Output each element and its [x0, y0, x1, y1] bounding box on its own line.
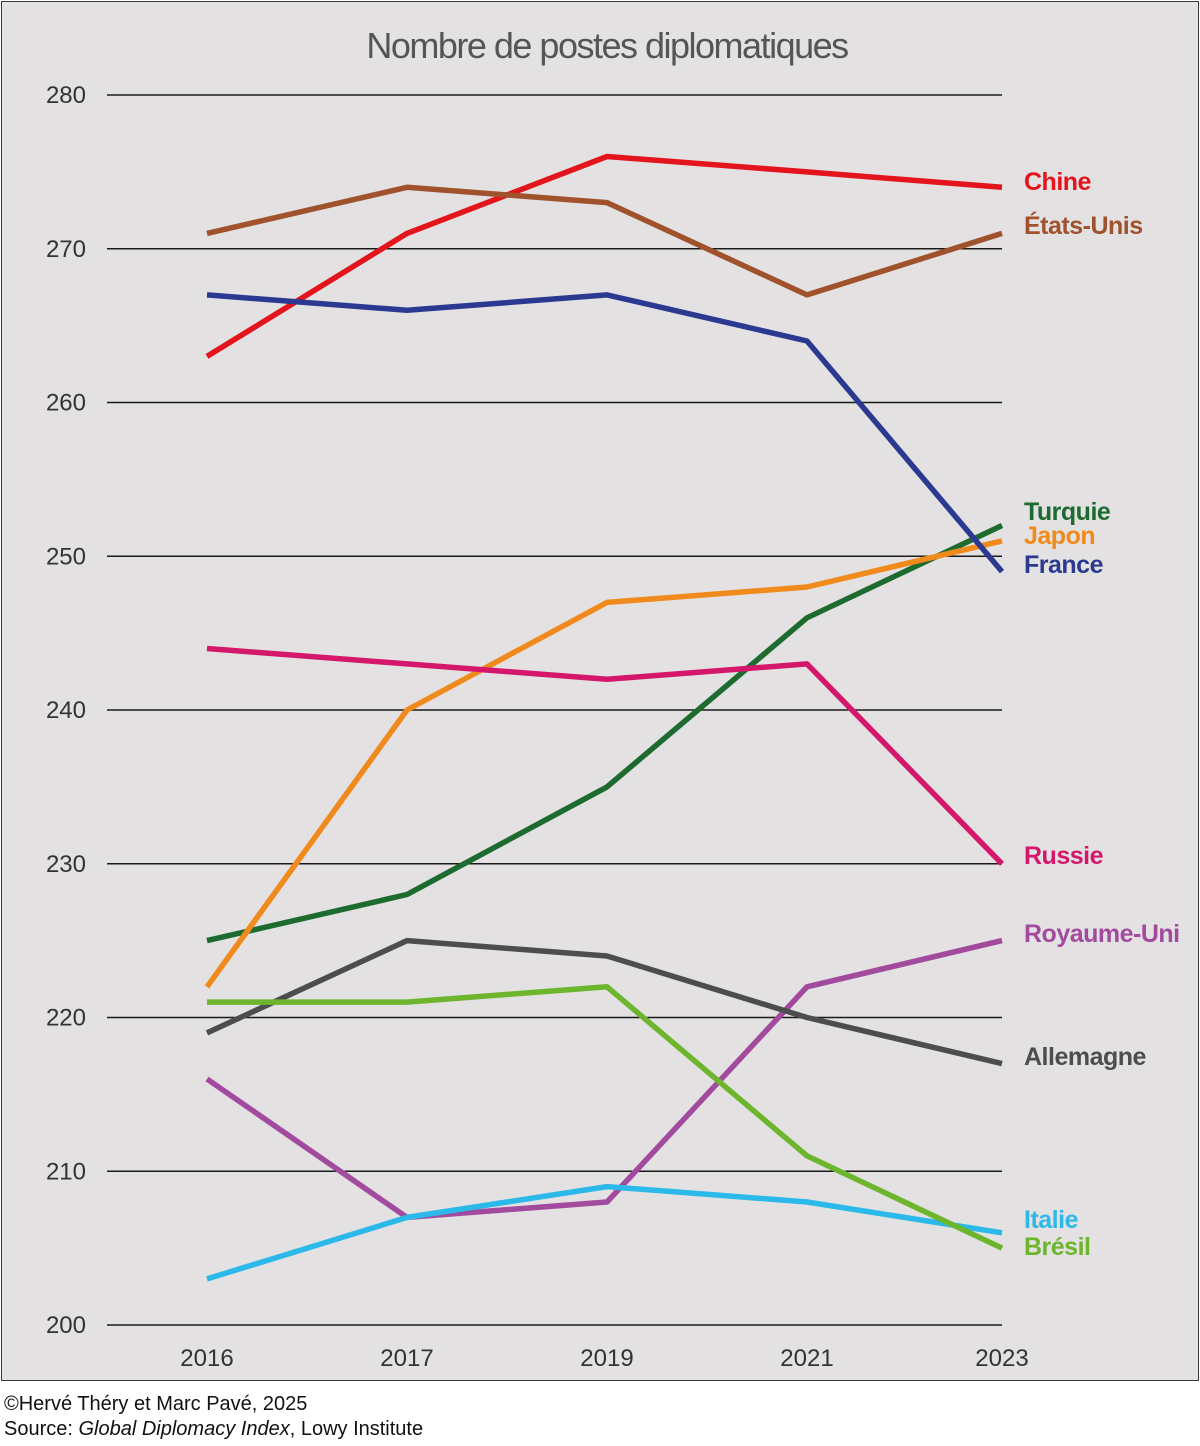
series-label: Brésil	[1024, 1233, 1090, 1261]
series-label: Chine	[1024, 168, 1092, 196]
source-title: Global Diplomacy Index	[78, 1418, 290, 1440]
series-label: France	[1024, 551, 1104, 579]
chart-frame: Nombre de postes diplomatiques 200 210 220…	[1, 1, 1199, 1381]
y-tick-label: 240	[46, 697, 86, 724]
series-line-8	[206, 1183, 1003, 1282]
credits: ©Hervé Théry et Marc Pavé, 2025 Source: …	[4, 1392, 423, 1442]
copyright-text: ©Hervé Théry et Marc Pavé, 2025	[4, 1393, 308, 1415]
x-tick-label: 2021	[780, 1345, 833, 1372]
x-tick-label: 2023	[975, 1345, 1028, 1372]
series-label: États-Unis	[1024, 211, 1143, 240]
y-tick-label: 250	[46, 543, 86, 570]
y-tick-label: 270	[46, 236, 86, 263]
y-tick-label: 210	[46, 1158, 86, 1185]
series-label: Turquie	[1024, 498, 1111, 526]
line-chart: Nombre de postes diplomatiques 200 210 220…	[46, 25, 1180, 1372]
series-line-5	[206, 645, 1004, 866]
series-label: Royaume-Uni	[1024, 920, 1180, 948]
x-axis-ticks: 2016 2017 2019 2021 2023	[180, 1345, 1028, 1372]
x-tick-label: 2017	[380, 1345, 433, 1372]
series-label: Italie	[1024, 1206, 1079, 1234]
series-line-7	[205, 937, 1003, 1067]
x-tick-label: 2019	[580, 1345, 633, 1372]
x-tick-label: 2016	[180, 1345, 233, 1372]
y-tick-label: 260	[46, 390, 86, 417]
series-label: Allemagne	[1024, 1043, 1147, 1071]
series-line-3	[204, 538, 1003, 989]
series-line-2	[206, 523, 1004, 944]
series-line-6	[205, 937, 1003, 1221]
y-tick-label: 220	[46, 1005, 86, 1032]
y-tick-label: 200	[46, 1312, 86, 1339]
series-line-9	[207, 984, 1004, 1251]
y-tick-label: 280	[46, 82, 86, 109]
y-tick-label: 230	[46, 851, 86, 878]
source-line: Source: Global Diplomacy Index, Lowy Ins…	[4, 1417, 423, 1442]
gridlines	[107, 94, 1002, 1326]
series-label: Russie	[1024, 842, 1104, 870]
series-label: Japon	[1024, 522, 1095, 550]
source-prefix: Source:	[4, 1418, 79, 1440]
source-suffix: , Lowy Institute	[289, 1418, 424, 1440]
series-line-1	[206, 184, 1003, 298]
y-axis-ticks: 200 210 220 230 240 250 260 270 280	[46, 82, 86, 1339]
series-lines	[204, 153, 1005, 1282]
chart-title: Nombre de postes diplomatiques	[366, 25, 848, 66]
series-line-4	[206, 292, 1005, 574]
series-line-0	[205, 153, 1003, 359]
